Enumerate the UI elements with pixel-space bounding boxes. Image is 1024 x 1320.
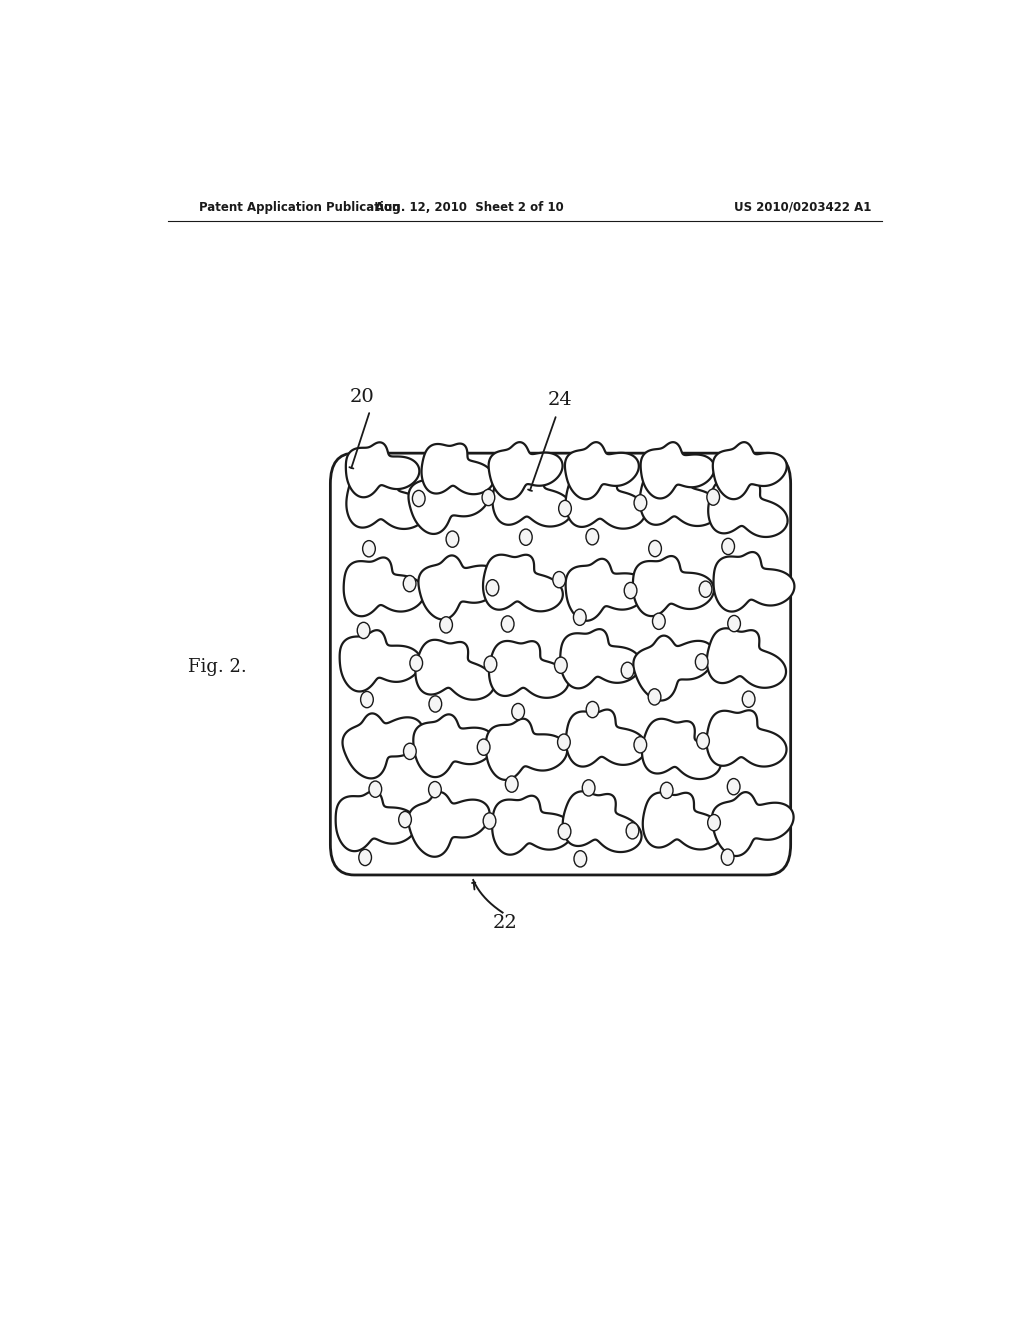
Circle shape: [707, 488, 720, 506]
Circle shape: [553, 572, 565, 587]
Circle shape: [429, 696, 441, 711]
Polygon shape: [346, 442, 420, 498]
Circle shape: [583, 780, 595, 796]
Polygon shape: [483, 554, 563, 611]
Text: Patent Application Publication: Patent Application Publication: [200, 201, 400, 214]
Polygon shape: [709, 478, 787, 537]
Polygon shape: [714, 552, 795, 611]
Circle shape: [586, 701, 599, 718]
Text: US 2010/0203422 A1: US 2010/0203422 A1: [734, 201, 871, 214]
Circle shape: [660, 783, 673, 799]
Circle shape: [483, 813, 496, 829]
Circle shape: [742, 692, 755, 708]
Circle shape: [403, 743, 416, 759]
Circle shape: [486, 579, 499, 595]
Circle shape: [429, 781, 441, 797]
Polygon shape: [419, 556, 500, 619]
Circle shape: [360, 692, 374, 708]
Polygon shape: [488, 442, 562, 499]
Circle shape: [649, 540, 662, 557]
Circle shape: [557, 734, 570, 750]
Circle shape: [695, 653, 708, 671]
Circle shape: [648, 689, 660, 705]
Circle shape: [728, 615, 740, 632]
Polygon shape: [336, 791, 417, 851]
Polygon shape: [493, 796, 573, 854]
Circle shape: [477, 739, 490, 755]
Circle shape: [586, 528, 599, 545]
Circle shape: [413, 491, 425, 507]
Circle shape: [573, 609, 586, 626]
Polygon shape: [416, 640, 495, 700]
Polygon shape: [346, 473, 426, 529]
FancyBboxPatch shape: [331, 453, 791, 875]
Polygon shape: [641, 442, 715, 499]
Polygon shape: [563, 791, 641, 851]
Polygon shape: [409, 792, 489, 857]
Circle shape: [403, 576, 416, 591]
Circle shape: [439, 616, 453, 634]
Text: 22: 22: [493, 913, 517, 932]
Polygon shape: [340, 630, 421, 692]
Circle shape: [357, 622, 370, 639]
Polygon shape: [344, 557, 424, 616]
Circle shape: [634, 495, 647, 511]
Circle shape: [625, 582, 637, 599]
Circle shape: [410, 655, 423, 671]
Polygon shape: [560, 630, 641, 688]
Polygon shape: [565, 473, 645, 528]
Circle shape: [519, 529, 532, 545]
Circle shape: [652, 612, 666, 630]
Polygon shape: [633, 556, 714, 616]
Text: Aug. 12, 2010  Sheet 2 of 10: Aug. 12, 2010 Sheet 2 of 10: [375, 201, 563, 214]
Polygon shape: [565, 442, 639, 499]
Circle shape: [699, 581, 712, 598]
Polygon shape: [707, 628, 786, 688]
Circle shape: [626, 822, 639, 840]
Polygon shape: [712, 792, 794, 855]
Circle shape: [369, 781, 382, 797]
Polygon shape: [634, 636, 714, 701]
Circle shape: [555, 657, 567, 673]
Circle shape: [696, 733, 710, 748]
Polygon shape: [486, 718, 567, 780]
Polygon shape: [342, 713, 423, 779]
Circle shape: [722, 539, 734, 554]
Circle shape: [708, 814, 720, 830]
Circle shape: [502, 616, 514, 632]
Polygon shape: [409, 470, 490, 533]
Text: 20: 20: [350, 388, 375, 407]
Circle shape: [446, 531, 459, 548]
Polygon shape: [643, 792, 723, 850]
Polygon shape: [414, 714, 495, 777]
Circle shape: [634, 737, 647, 752]
Polygon shape: [489, 642, 568, 698]
Circle shape: [574, 850, 587, 867]
Circle shape: [358, 849, 372, 866]
Circle shape: [398, 812, 412, 828]
Circle shape: [482, 490, 495, 506]
Polygon shape: [422, 444, 494, 494]
Polygon shape: [566, 710, 646, 767]
Circle shape: [484, 656, 497, 672]
Circle shape: [362, 541, 376, 557]
Circle shape: [559, 500, 571, 516]
Circle shape: [512, 704, 524, 719]
Polygon shape: [642, 719, 721, 779]
Polygon shape: [640, 470, 720, 525]
Circle shape: [727, 779, 740, 795]
Circle shape: [558, 824, 570, 840]
Text: Fig. 2.: Fig. 2.: [187, 657, 246, 676]
Polygon shape: [713, 442, 786, 499]
Polygon shape: [493, 470, 572, 527]
Polygon shape: [565, 558, 647, 620]
Circle shape: [721, 849, 734, 866]
Text: 24: 24: [548, 391, 572, 409]
Circle shape: [506, 776, 518, 792]
Polygon shape: [707, 710, 786, 767]
Circle shape: [622, 663, 634, 678]
